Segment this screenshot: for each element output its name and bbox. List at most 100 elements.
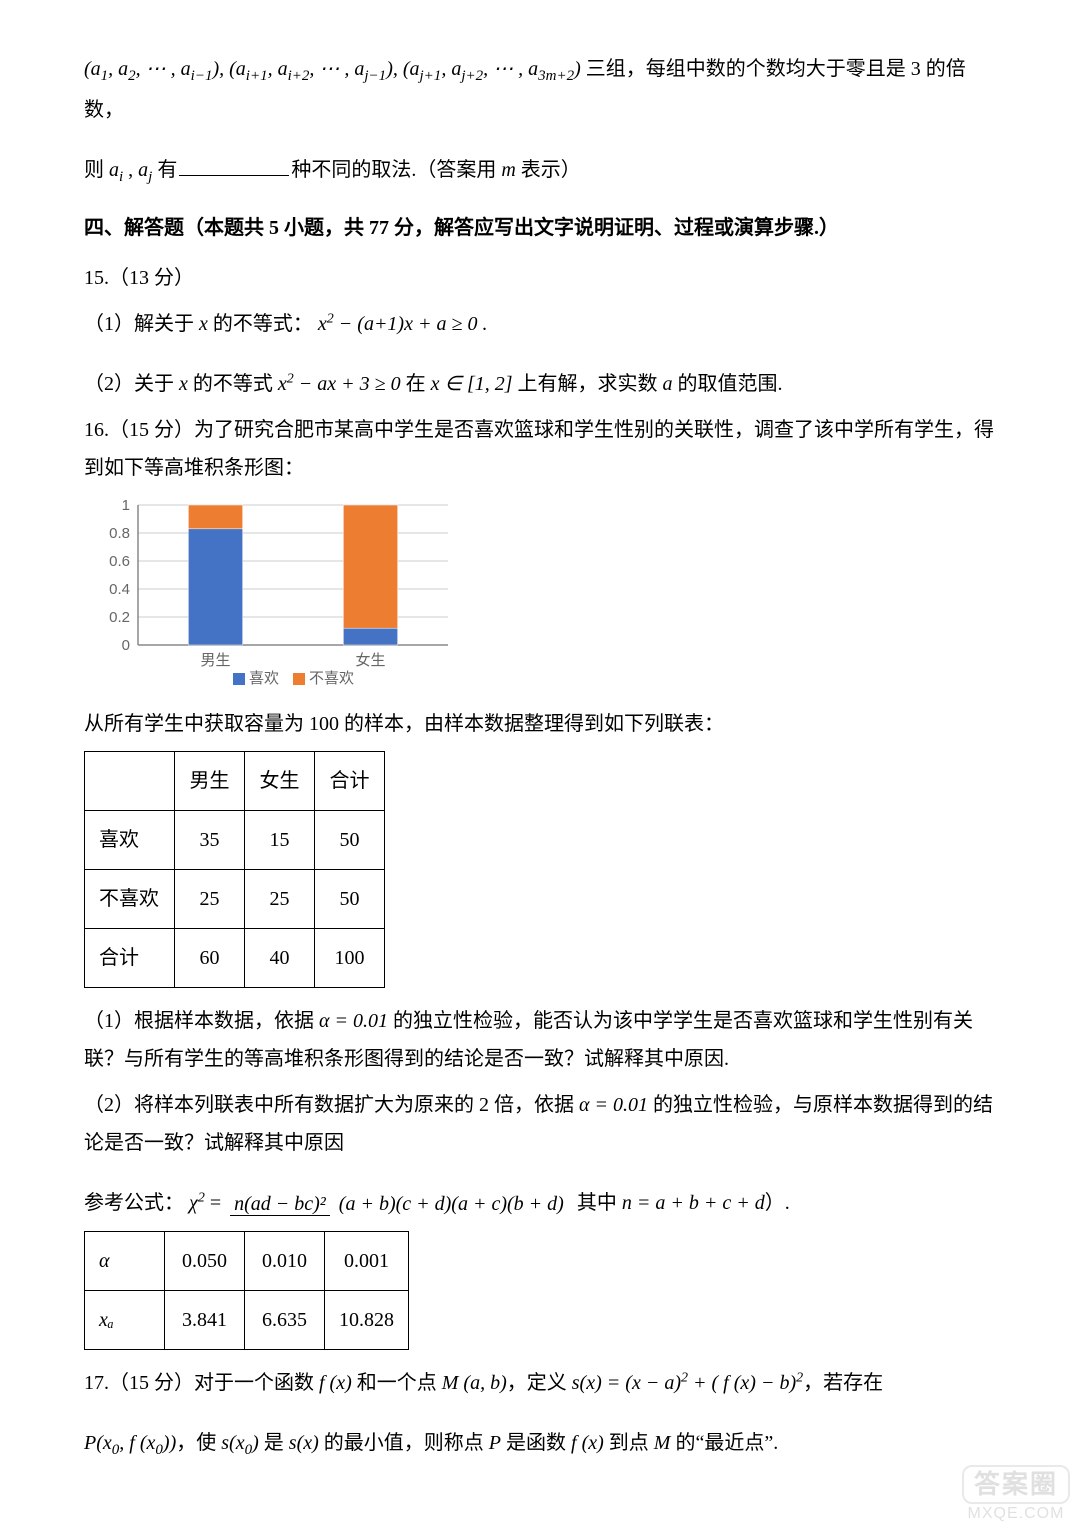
then-mid: 有: [157, 159, 177, 181]
q15-part2: （2）关于 x 的不等式 x2 − ax + 3 ≥ 0 在 x ∈ [1, 2…: [84, 365, 996, 403]
table-cell: xₐ: [85, 1291, 165, 1350]
chi-square-formula: 参考公式： χ2 = n(ad − bc)² (a + b)(c + d)(a …: [84, 1184, 996, 1223]
after-chart-text: 从所有学生中获取容量为 100 的样本，由样本数据整理得到如下列联表：: [84, 705, 996, 743]
fx: f (x): [319, 1372, 352, 1394]
svg-text:0.6: 0.6: [109, 553, 130, 570]
watermark-bot: MXQE.COM: [962, 1504, 1070, 1523]
table-header-cell: 0.001: [325, 1232, 409, 1291]
table-cell: 25: [175, 870, 245, 929]
q15-2f: 上有解，求实数: [518, 373, 663, 395]
sequence-groups-text: (a1, a2, ⋯ , ai−1), (ai+1, ai+2, ⋯ , aj−…: [84, 50, 996, 129]
var-x2: x: [179, 373, 188, 395]
page: (a1, a2, ⋯ , ai−1), (ai+1, ai+2, ⋯ , aj−…: [0, 0, 1080, 1533]
chart-svg: 00.20.40.60.81男生女生喜欢不喜欢: [84, 495, 454, 695]
q17-2g: 的“最近点”.: [670, 1432, 778, 1454]
table-cell: 3.841: [165, 1291, 245, 1350]
var-x1: x: [199, 313, 208, 335]
table-cell: 35: [175, 811, 245, 870]
q17-line2: P(x0, f (x0))，使 s(x0) 是 s(x) 的最小值，则称点 P …: [84, 1424, 996, 1465]
q15-ineq1: x2 − (a+1)x + a ≥ 0 .: [318, 313, 488, 335]
q15-2b: 的不等式: [188, 373, 278, 395]
sx-def: s(x) = (x − a)2 + ( f (x) − b)2: [572, 1372, 803, 1394]
section-4-title: 四、解答题（本题共 5 小题，共 77 分，解答应写出文字说明证明、过程或演算步…: [84, 209, 996, 247]
svg-text:女生: 女生: [355, 651, 385, 669]
fx2: f (x): [571, 1432, 604, 1454]
Mab: M (a, b): [442, 1372, 507, 1394]
table-cell: 15: [245, 811, 315, 870]
var-a: a: [663, 373, 673, 395]
q15-2e: x ∈ [1, 2]: [431, 373, 513, 395]
q17-1a: 17.（15 分）对于一个函数: [84, 1372, 319, 1394]
alpha-1: α = 0.01: [319, 1010, 388, 1032]
svg-text:男生: 男生: [200, 652, 230, 669]
table-cell: 50: [315, 870, 385, 929]
table-cell: 不喜欢: [85, 870, 175, 929]
table-row: 不喜欢252550: [85, 870, 385, 929]
q15-ineq2: x2 − ax + 3 ≥ 0: [278, 373, 401, 395]
q15-2g: 的取值范围.: [673, 373, 783, 395]
table-header-cell: 0.050: [165, 1232, 245, 1291]
q17-1b: 和一个点: [352, 1372, 442, 1394]
table-row: xₐ3.8416.63510.828: [85, 1291, 409, 1350]
alpha-2: α = 0.01: [579, 1094, 648, 1116]
table-cell: 40: [245, 929, 315, 988]
table-header-cell: [85, 752, 175, 811]
q17-1d: ，若存在: [803, 1372, 883, 1394]
n-def: n = a + b + c + d: [622, 1192, 765, 1214]
critical-value-table: α0.0500.0100.001xₐ3.8416.63510.828: [84, 1231, 409, 1350]
svg-text:不喜欢: 不喜欢: [309, 670, 354, 687]
q17-2c: 是: [259, 1432, 289, 1454]
chi2-fraction: n(ad − bc)² (a + b)(c + d)(a + c)(b + d): [230, 1185, 568, 1223]
M: M: [654, 1432, 671, 1454]
q16-part2: （2）将样本列联表中所有数据扩大为原来的 2 倍，依据 α = 0.01 的独立…: [84, 1086, 996, 1162]
then-line: 则 ai , aj 有种不同的取法.（答案用 m 表示）: [84, 151, 996, 192]
contingency-table: 男生女生合计喜欢351550不喜欢252550合计6040100: [84, 751, 385, 988]
q17-line1: 17.（15 分）对于一个函数 f (x) 和一个点 M (a, b)，定义 s…: [84, 1364, 996, 1402]
ai: ai: [109, 159, 123, 181]
table-cell: 10.828: [325, 1291, 409, 1350]
sx0: s(x0): [221, 1432, 259, 1454]
q16-part1: （1）根据样本数据，依据 α = 0.01 的独立性检验，能否认为该中学学生是否…: [84, 1002, 996, 1078]
q16-1a: （1）根据样本数据，依据: [84, 1010, 319, 1032]
q15-part1: （1）解关于 x 的不等式： x2 − (a+1)x + a ≥ 0 .: [84, 305, 996, 343]
svg-text:0: 0: [122, 637, 130, 654]
formula-den: (a + b)(c + d)(a + c)(b + d): [339, 1193, 564, 1215]
q17-2f: 到点: [604, 1432, 654, 1454]
table-cell: 100: [315, 929, 385, 988]
table-header-cell: 男生: [175, 752, 245, 811]
eq-sign: =: [210, 1192, 226, 1214]
formula-label: 参考公式：: [84, 1192, 184, 1214]
then-pre: 则: [84, 159, 109, 181]
chi2-symbol: χ2: [189, 1192, 205, 1214]
q15-2a: （2）关于: [84, 373, 179, 395]
table-header-cell: 0.010: [245, 1232, 325, 1291]
table-cell: 6.635: [245, 1291, 325, 1350]
then-post1: 种不同的取法.（答案用: [291, 159, 501, 181]
formula-num: n(ad − bc)²: [234, 1193, 326, 1215]
q16-head: 16.（15 分）为了研究合肥市某高中学生是否喜欢篮球和学生性别的关联性，调查了…: [84, 411, 996, 487]
table-cell: 60: [175, 929, 245, 988]
P-def: P(x0, f (x0)): [84, 1432, 176, 1454]
table-cell: 25: [245, 870, 315, 929]
var-m: m: [501, 159, 515, 181]
svg-text:1: 1: [122, 497, 130, 514]
svg-text:喜欢: 喜欢: [249, 670, 279, 687]
formula-after: 其中: [577, 1192, 622, 1214]
svg-text:0.8: 0.8: [109, 525, 130, 542]
q15-2d: 在: [406, 373, 431, 395]
table-header-cell: 合计: [315, 752, 385, 811]
watermark-top: 答案圈: [962, 1465, 1070, 1504]
fill-blank[interactable]: [179, 154, 289, 176]
comma: ,: [123, 159, 138, 181]
watermark: 答案圈 MXQE.COM: [962, 1465, 1070, 1523]
formula-tail: ）.: [765, 1192, 790, 1214]
table-cell: 喜欢: [85, 811, 175, 870]
q16-2a: （2）将样本列联表中所有数据扩大为原来的 2 倍，依据: [84, 1094, 579, 1116]
table-cell: 50: [315, 811, 385, 870]
table-row: 喜欢351550: [85, 811, 385, 870]
svg-text:0.2: 0.2: [109, 609, 130, 626]
table-row: 合计6040100: [85, 929, 385, 988]
q15-1b: 的不等式：: [208, 313, 313, 335]
q15-head: 15.（13 分）: [84, 259, 996, 297]
then-post2: 表示）: [516, 159, 581, 181]
